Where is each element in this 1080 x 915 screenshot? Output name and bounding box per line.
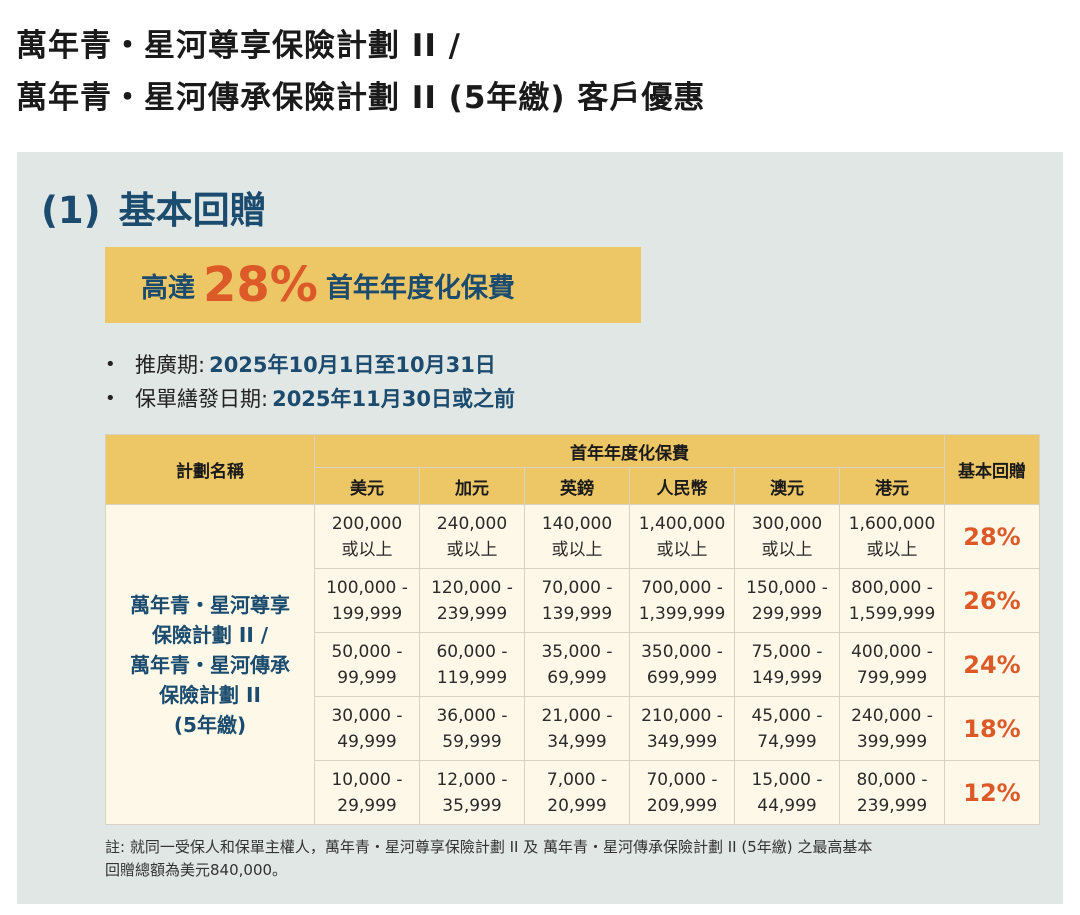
premium-cell: 80,000 -239,999 xyxy=(839,760,945,825)
offer-panel: (1) 基本回贈 高達 28% 首年年度化保費 • 推廣期: 2025年10月1日… xyxy=(17,152,1063,904)
rebate-percent-cell: 12% xyxy=(944,760,1040,825)
premium-cell: 35,000 -69,999 xyxy=(524,632,630,697)
premium-cell: 210,000 -349,999 xyxy=(629,696,735,761)
header-currency: 人民幣 xyxy=(629,467,735,505)
page-title-line-1: 萬年青・星河尊享保險計劃 II / xyxy=(16,28,461,64)
bullet-label: 保單繕發日期: xyxy=(135,387,269,411)
footnote-line: 回贈總額為美元840,000。 xyxy=(105,861,288,879)
banner-percent: 28% xyxy=(203,257,318,313)
header-currency: 港元 xyxy=(839,467,945,505)
premium-cell: 1,400,000 或以上 xyxy=(629,504,735,569)
premium-cell: 30,000 -49,999 xyxy=(314,696,420,761)
rebate-banner: 高達 28% 首年年度化保費 xyxy=(105,247,641,323)
plan-name-line: 保險計劃 II / xyxy=(151,622,269,647)
bullet-value: 2025年10月1日至10月31日 xyxy=(209,353,496,377)
banner-prefix: 高達 xyxy=(141,272,195,304)
premium-cell: 7,000 -20,999 xyxy=(524,760,630,825)
banner-suffix: 首年年度化保費 xyxy=(325,272,515,304)
premium-cell: 60,000 -119,999 xyxy=(419,632,525,697)
bullet-list: • 推廣期: 2025年10月1日至10月31日 • 保單繕發日期: 2025年… xyxy=(105,347,515,415)
rebate-percent-cell: 26% xyxy=(944,568,1040,633)
rebate-table: 計劃名稱 首年年度化保費 基本回贈 美元 加元 英鎊 人民幣 澳元 港元 萬年青… xyxy=(105,434,1040,825)
bullet-issue-date: • 保單繕發日期: 2025年11月30日或之前 xyxy=(105,381,515,415)
premium-cell: 45,000 -74,999 xyxy=(734,696,840,761)
section-title: 基本回贈 xyxy=(118,189,267,232)
bullet-promo-period: • 推廣期: 2025年10月1日至10月31日 xyxy=(105,347,515,381)
header-currency: 加元 xyxy=(419,467,525,505)
premium-cell: 140,000 或以上 xyxy=(524,504,630,569)
premium-cell: 240,000 或以上 xyxy=(419,504,525,569)
premium-cell: 300,000 或以上 xyxy=(734,504,840,569)
table-row: 30,000 -49,999 36,000 -59,999 21,000 -34… xyxy=(106,696,1040,761)
table-row: 萬年青・星河尊享 保險計劃 II / 萬年青・星河傳承 保險計劃 II (5年繳… xyxy=(105,504,1040,825)
premium-cell: 21,000 -34,999 xyxy=(524,696,630,761)
premium-cell: 36,000 -59,999 xyxy=(419,696,525,761)
bullet-label: 推廣期: xyxy=(135,353,206,377)
rebate-percent-cell: 24% xyxy=(944,632,1040,697)
header-currency: 美元 xyxy=(314,467,420,505)
bullet-value: 2025年11月30日或之前 xyxy=(272,387,515,411)
rebate-percent-cell: 28% xyxy=(944,504,1040,569)
plan-name-line: 萬年青・星河尊享 xyxy=(130,592,290,617)
header-premium: 首年年度化保費 xyxy=(314,434,945,468)
premium-cell: 400,000 -799,999 xyxy=(839,632,945,697)
plan-name-line: 萬年青・星河傳承 xyxy=(130,652,290,677)
section-number: (1) xyxy=(41,189,101,232)
premium-cell: 70,000 -209,999 xyxy=(629,760,735,825)
plan-name-line: (5年繳) xyxy=(173,712,247,737)
premium-cell: 100,000 -199,999 xyxy=(314,568,420,633)
premium-cell: 150,000 -299,999 xyxy=(734,568,840,633)
premium-cell: 1,600,000 或以上 xyxy=(839,504,945,569)
table-row: 100,000 -199,999 120,000 -239,999 70,000… xyxy=(106,568,1040,633)
premium-cell: 350,000 -699,999 xyxy=(629,632,735,697)
premium-cell: 800,000 -1,599,999 xyxy=(839,568,945,633)
premium-cell: 120,000 -239,999 xyxy=(419,568,525,633)
premium-cell: 200,000 或以上 xyxy=(314,504,420,569)
header-rebate: 基本回贈 xyxy=(944,434,1040,505)
plan-name-line: 保險計劃 II xyxy=(159,682,261,707)
rebate-percent-cell: 18% xyxy=(944,696,1040,761)
premium-cell: 15,000 -44,999 xyxy=(734,760,840,825)
header-currency: 英鎊 xyxy=(524,467,630,505)
premium-cell: 75,000 -149,999 xyxy=(734,632,840,697)
header-currency: 澳元 xyxy=(734,467,840,505)
premium-cell: 10,000 -29,999 xyxy=(314,760,420,825)
section-heading: (1) 基本回贈 xyxy=(41,180,267,234)
premium-cell: 50,000 -99,999 xyxy=(314,632,420,697)
footnote: 註: 就同一受保人和保單主權人，萬年青・星河尊享保險計劃 II 及 萬年青・星河… xyxy=(105,836,1035,882)
header-plan-name: 計劃名稱 xyxy=(105,434,315,505)
bullet-dot-icon: • xyxy=(105,387,116,409)
premium-cell: 240,000 -399,999 xyxy=(839,696,945,761)
table-row: 50,000 -99,999 60,000 -119,999 35,000 -6… xyxy=(106,632,1040,697)
bullet-dot-icon: • xyxy=(105,353,116,375)
premium-cell: 700,000 -1,399,999 xyxy=(629,568,735,633)
page-title-line-2: 萬年青・星河傳承保險計劃 II (5年繳) 客戶優惠 xyxy=(16,80,706,116)
table-row: 10,000 -29,999 12,000 -35,999 7,000 -20,… xyxy=(106,760,1040,825)
premium-cell: 12,000 -35,999 xyxy=(419,760,525,825)
premium-cell: 70,000 -139,999 xyxy=(524,568,630,633)
plan-name-cell: 萬年青・星河尊享 保險計劃 II / 萬年青・星河傳承 保險計劃 II (5年繳… xyxy=(105,504,315,825)
footnote-line: 註: 就同一受保人和保單主權人，萬年青・星河尊享保險計劃 II 及 萬年青・星河… xyxy=(105,838,873,856)
